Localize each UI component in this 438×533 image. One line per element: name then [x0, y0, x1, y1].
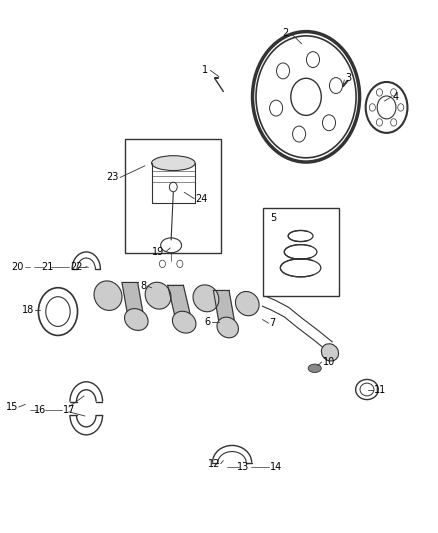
- Bar: [262, 208, 339, 296]
- Text: 11: 11: [374, 384, 386, 394]
- Text: 16: 16: [35, 405, 47, 415]
- Text: 6: 6: [204, 317, 210, 327]
- Text: 18: 18: [22, 305, 34, 315]
- Text: 13: 13: [237, 462, 250, 472]
- Text: 7: 7: [269, 318, 276, 328]
- Ellipse shape: [321, 344, 339, 361]
- Text: 23: 23: [106, 172, 119, 182]
- Ellipse shape: [124, 309, 148, 330]
- Text: 20: 20: [12, 262, 24, 271]
- Text: 12: 12: [208, 459, 220, 469]
- Ellipse shape: [152, 156, 195, 171]
- Text: 10: 10: [322, 357, 335, 367]
- Polygon shape: [122, 282, 144, 319]
- Text: 4: 4: [392, 92, 398, 102]
- Text: 21: 21: [41, 262, 53, 271]
- Ellipse shape: [173, 311, 196, 333]
- Text: 5: 5: [270, 213, 276, 223]
- Text: 24: 24: [195, 193, 208, 204]
- Polygon shape: [213, 290, 236, 327]
- Text: 19: 19: [152, 247, 165, 257]
- Ellipse shape: [145, 282, 171, 309]
- Ellipse shape: [236, 292, 259, 316]
- Text: 2: 2: [283, 28, 289, 38]
- Text: 3: 3: [345, 73, 351, 83]
- Ellipse shape: [94, 281, 122, 310]
- Polygon shape: [168, 285, 192, 322]
- Ellipse shape: [193, 285, 219, 312]
- Ellipse shape: [308, 364, 321, 373]
- Ellipse shape: [217, 317, 238, 338]
- Text: 8: 8: [140, 281, 146, 291]
- Text: 1: 1: [202, 66, 208, 75]
- Bar: [125, 139, 221, 253]
- Text: 17: 17: [63, 405, 76, 415]
- Text: 15: 15: [6, 402, 18, 412]
- Text: 22: 22: [70, 262, 83, 271]
- Text: 14: 14: [270, 462, 283, 472]
